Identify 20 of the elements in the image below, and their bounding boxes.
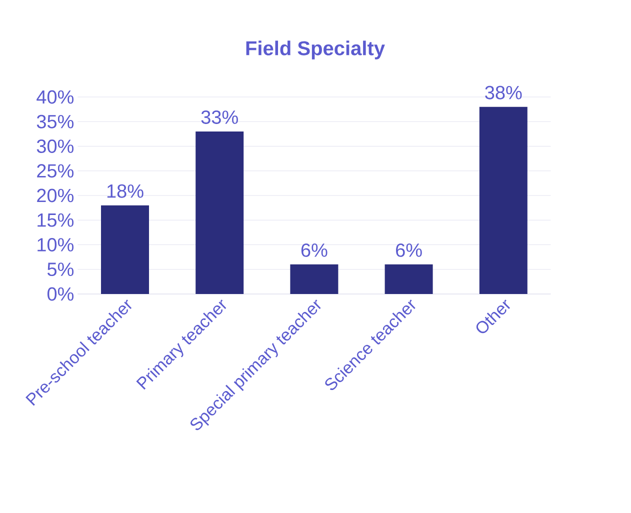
- data-label: 38%: [485, 86, 522, 100]
- y-tick-label: 25%: [37, 164, 74, 178]
- data-label: 18%: [107, 184, 144, 198]
- data-label: 6%: [301, 243, 328, 257]
- y-tick-label: 5%: [47, 262, 74, 276]
- bar: [479, 106, 528, 294]
- y-tick-label: 35%: [36, 114, 74, 128]
- y-tick-label: 10%: [38, 238, 74, 252]
- y-tick-label: 40%: [36, 90, 74, 104]
- bar: [384, 264, 433, 294]
- data-label: 6%: [396, 243, 422, 257]
- data-label: 33%: [201, 110, 238, 124]
- y-tick-label: 0%: [47, 287, 74, 301]
- y-tick-label: 15%: [38, 213, 74, 227]
- chart-title: Field Specialty: [246, 40, 385, 60]
- y-tick-label: 20%: [37, 188, 74, 202]
- y-tick-label: 30%: [36, 140, 74, 153]
- bar: [290, 264, 338, 294]
- bar: [101, 205, 150, 294]
- bar: [196, 131, 244, 294]
